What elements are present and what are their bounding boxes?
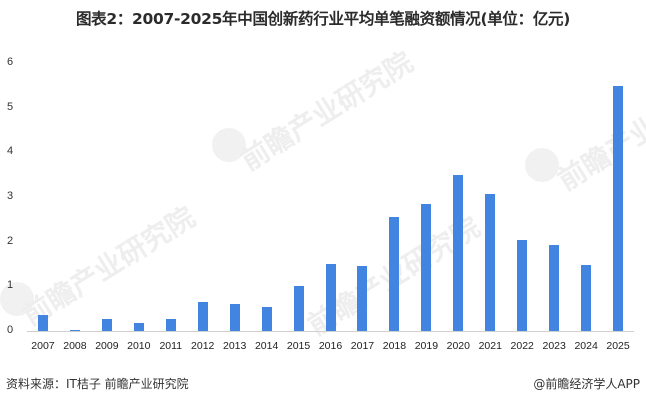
bar-2009 [101, 318, 112, 331]
watermark-logo-icon [212, 128, 246, 162]
bar-2015 [293, 286, 304, 331]
y-tick-label: 3 [7, 189, 14, 202]
bar-2021 [485, 194, 496, 331]
bar-2025 [613, 86, 624, 331]
watermark: 前瞻产业研究院 [234, 45, 419, 178]
x-tick-label: 2025 [606, 340, 630, 352]
chart-title: 图表2：2007-2025年中国创新药行业平均单笔融资额情况(单位：亿元) [75, 10, 571, 28]
x-tick-label: 2009 [95, 340, 119, 352]
x-tick-label: 2013 [222, 340, 247, 352]
x-tick-label: 2023 [542, 340, 566, 352]
bar-2016 [325, 263, 336, 331]
x-tick-label: 2021 [478, 340, 502, 352]
bar-2012 [197, 302, 208, 331]
x-tick-label: 2008 [63, 340, 87, 352]
x-tick-label: 2007 [31, 340, 55, 352]
watermark: 前瞻产业研究院 [16, 200, 201, 333]
x-tick-label: 2018 [382, 340, 407, 352]
watermark: 前瞻产业研究院 [551, 65, 646, 198]
bar-2013 [229, 304, 240, 331]
x-tick-label: 2019 [414, 340, 439, 352]
x-axis-line [27, 331, 634, 332]
x-tick-label: 2012 [191, 340, 215, 352]
bar-2022 [517, 239, 528, 331]
x-tick-label: 2011 [159, 340, 183, 352]
bar-2024 [581, 265, 592, 331]
bar-2020 [453, 174, 464, 331]
y-tick-label: 0 [7, 324, 14, 336]
bar-2017 [357, 266, 368, 331]
y-tick-label: 1 [7, 279, 14, 292]
watermark-logo-icon [525, 148, 559, 182]
y-tick-label: 4 [7, 145, 14, 158]
x-tick-label: 2022 [510, 340, 534, 352]
x-tick-label: 2024 [574, 340, 598, 352]
x-tick-label: 2020 [446, 340, 470, 352]
source-note: 资料来源：IT桔子 前瞻产业研究院 [6, 377, 189, 391]
x-tick-label: 2015 [286, 340, 311, 352]
bar-2011 [165, 318, 176, 331]
y-tick-label: 5 [7, 100, 14, 113]
bar-2019 [421, 204, 432, 331]
y-tick-label: 2 [7, 234, 14, 247]
credit-note: @前瞻经济学人APP [533, 377, 640, 391]
x-tick-label: 2016 [318, 340, 343, 352]
x-tick-label: 2010 [127, 340, 151, 352]
y-tick-label: 6 [7, 55, 14, 68]
bar-2007 [37, 314, 48, 331]
bar-2014 [261, 307, 272, 331]
bar-2010 [133, 322, 144, 331]
bar-2008 [69, 330, 80, 331]
bar-2018 [389, 217, 400, 331]
bar-2023 [549, 245, 560, 331]
x-tick-label: 2017 [350, 340, 375, 352]
x-tick-label: 2014 [254, 340, 279, 352]
